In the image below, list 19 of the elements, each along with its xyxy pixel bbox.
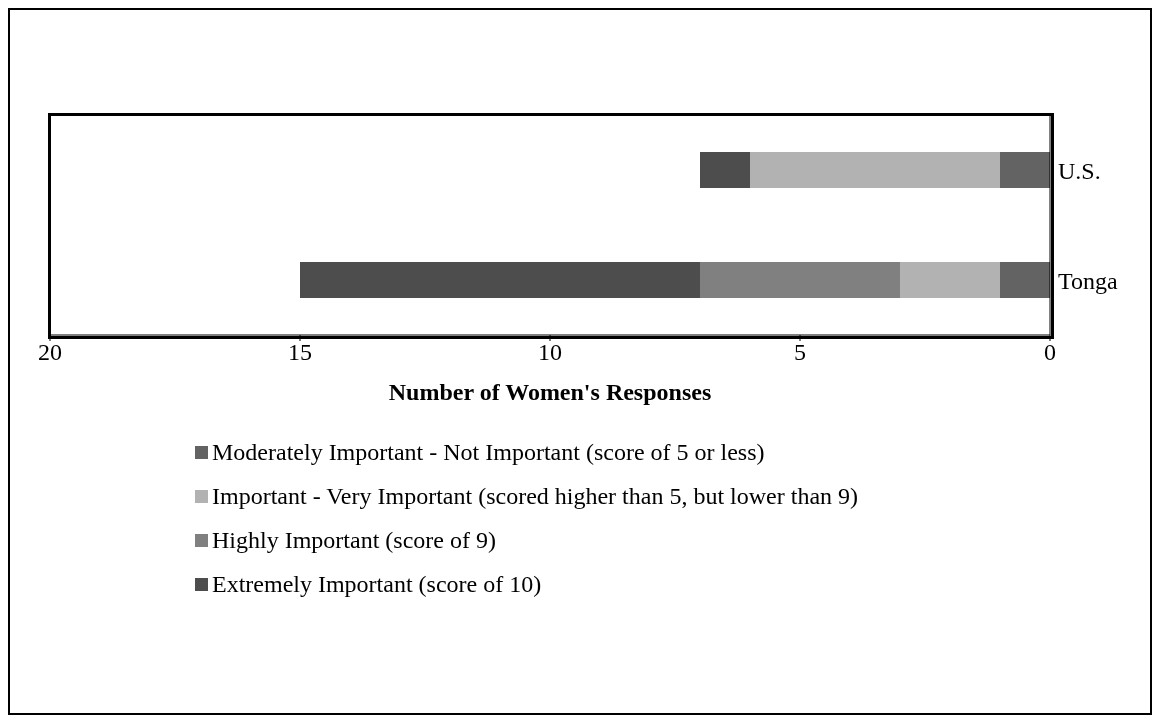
y-tick-label: Tonga [1058, 267, 1118, 294]
x-tick-label: 20 [38, 339, 62, 366]
legend-label: Important - Very Important (scored higher than 5, but lower than 9) [212, 482, 859, 511]
x-axis-title: Number of Women's Responses [388, 379, 712, 405]
bar [700, 262, 900, 298]
bar [900, 262, 1000, 298]
y-tick-label: U.S. [1058, 157, 1101, 184]
x-tick-label: 5 [794, 339, 806, 366]
legend-label: Moderately Important - Not Important (score of 5 or less) [212, 438, 765, 467]
x-tick-label: 0 [1044, 339, 1056, 366]
x-tick-label: 15 [288, 339, 312, 366]
bar [300, 262, 700, 298]
legend-label: Extremely Important (score of 10) [212, 570, 542, 599]
legend-label: Highly Important (score of 9) [212, 526, 496, 555]
bar [700, 152, 750, 188]
bar [750, 152, 1000, 188]
bar [1000, 262, 1050, 298]
bar [1000, 152, 1050, 188]
x-tick-label: 10 [538, 339, 562, 366]
